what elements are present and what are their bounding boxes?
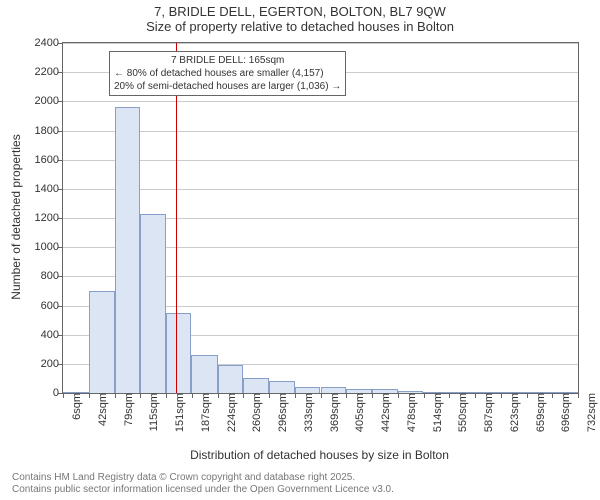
xtick-label: 478sqm — [402, 393, 418, 432]
xtick-label: 296sqm — [273, 393, 289, 432]
ytick-label: 2400 — [35, 37, 63, 49]
xtick-mark — [398, 393, 399, 398]
histogram-bar — [218, 365, 244, 393]
xtick-label: 587sqm — [479, 393, 495, 432]
xtick-label: 260sqm — [247, 393, 263, 432]
chart-footer: Contains HM Land Registry data © Crown c… — [12, 472, 394, 496]
y-axis-title: Number of detached properties — [9, 134, 23, 299]
xtick-mark — [501, 393, 502, 398]
xtick-label: 550sqm — [453, 393, 469, 432]
xtick-label: 659sqm — [531, 393, 547, 432]
xtick-mark — [269, 393, 270, 398]
ytick-label: 1400 — [35, 183, 63, 195]
xtick-label: 151sqm — [170, 393, 186, 432]
ytick-label: 1200 — [35, 212, 63, 224]
xtick-mark — [475, 393, 476, 398]
histogram-bar — [269, 381, 295, 393]
xtick-mark — [218, 393, 219, 398]
ytick-label: 1000 — [35, 241, 63, 253]
gridline — [63, 101, 578, 102]
xtick-mark — [449, 393, 450, 398]
xtick-label: 405sqm — [350, 393, 366, 432]
xtick-mark — [295, 393, 296, 398]
annotation-line2: ← 80% of detached houses are smaller (4,… — [114, 67, 341, 80]
annotation-box: 7 BRIDLE DELL: 165sqm← 80% of detached h… — [109, 51, 346, 96]
chart-title-line2: Size of property relative to detached ho… — [0, 19, 600, 38]
xtick-label: 623sqm — [505, 393, 521, 432]
gridline — [63, 43, 578, 44]
footer-line1: Contains HM Land Registry data © Crown c… — [12, 472, 394, 484]
xtick-mark — [166, 393, 167, 398]
plot-area: 0200400600800100012001400160018002000220… — [62, 42, 579, 394]
histogram-bar — [140, 214, 166, 393]
xtick-label: 187sqm — [196, 393, 212, 432]
xtick-label: 333sqm — [299, 393, 315, 432]
histogram-bar — [243, 378, 269, 393]
ytick-label: 1800 — [35, 125, 63, 137]
xtick-mark — [63, 393, 64, 398]
xtick-label: 42sqm — [93, 393, 109, 426]
ytick-label: 400 — [41, 329, 63, 341]
xtick-label: 514sqm — [428, 393, 444, 432]
xtick-label: 696sqm — [556, 393, 572, 432]
xtick-mark — [140, 393, 141, 398]
ytick-label: 600 — [41, 300, 63, 312]
annotation-line1: 7 BRIDLE DELL: 165sqm — [114, 54, 341, 67]
xtick-mark — [424, 393, 425, 398]
xtick-mark — [321, 393, 322, 398]
annotation-line3: 20% of semi-detached houses are larger (… — [114, 80, 341, 93]
histogram-bar — [115, 107, 141, 393]
xtick-label: 732sqm — [582, 393, 598, 432]
ytick-label: 2200 — [35, 66, 63, 78]
xtick-label: 79sqm — [119, 393, 135, 426]
x-axis-title: Distribution of detached houses by size … — [190, 448, 449, 462]
xtick-mark — [372, 393, 373, 398]
histogram-bar — [89, 291, 115, 393]
ytick-label: 2000 — [35, 95, 63, 107]
histogram-bar — [191, 355, 217, 393]
xtick-mark — [552, 393, 553, 398]
xtick-label: 6sqm — [67, 393, 83, 420]
xtick-mark — [192, 393, 193, 398]
ytick-label: 800 — [41, 270, 63, 282]
chart-container: 7, BRIDLE DELL, EGERTON, BOLTON, BL7 9QW… — [0, 0, 600, 500]
xtick-label: 224sqm — [222, 393, 238, 432]
xtick-mark — [89, 393, 90, 398]
footer-line2: Contains public sector information licen… — [12, 484, 394, 496]
xtick-label: 442sqm — [376, 393, 392, 432]
xtick-label: 369sqm — [325, 393, 341, 432]
chart-title-line1: 7, BRIDLE DELL, EGERTON, BOLTON, BL7 9QW — [0, 0, 600, 19]
xtick-mark — [578, 393, 579, 398]
xtick-mark — [346, 393, 347, 398]
ytick-label: 200 — [41, 358, 63, 370]
xtick-label: 115sqm — [144, 393, 160, 431]
histogram-bar — [166, 313, 192, 393]
ytick-label: 1600 — [35, 154, 63, 166]
ytick-label: 0 — [53, 387, 63, 399]
xtick-mark — [527, 393, 528, 398]
xtick-mark — [115, 393, 116, 398]
xtick-mark — [243, 393, 244, 398]
